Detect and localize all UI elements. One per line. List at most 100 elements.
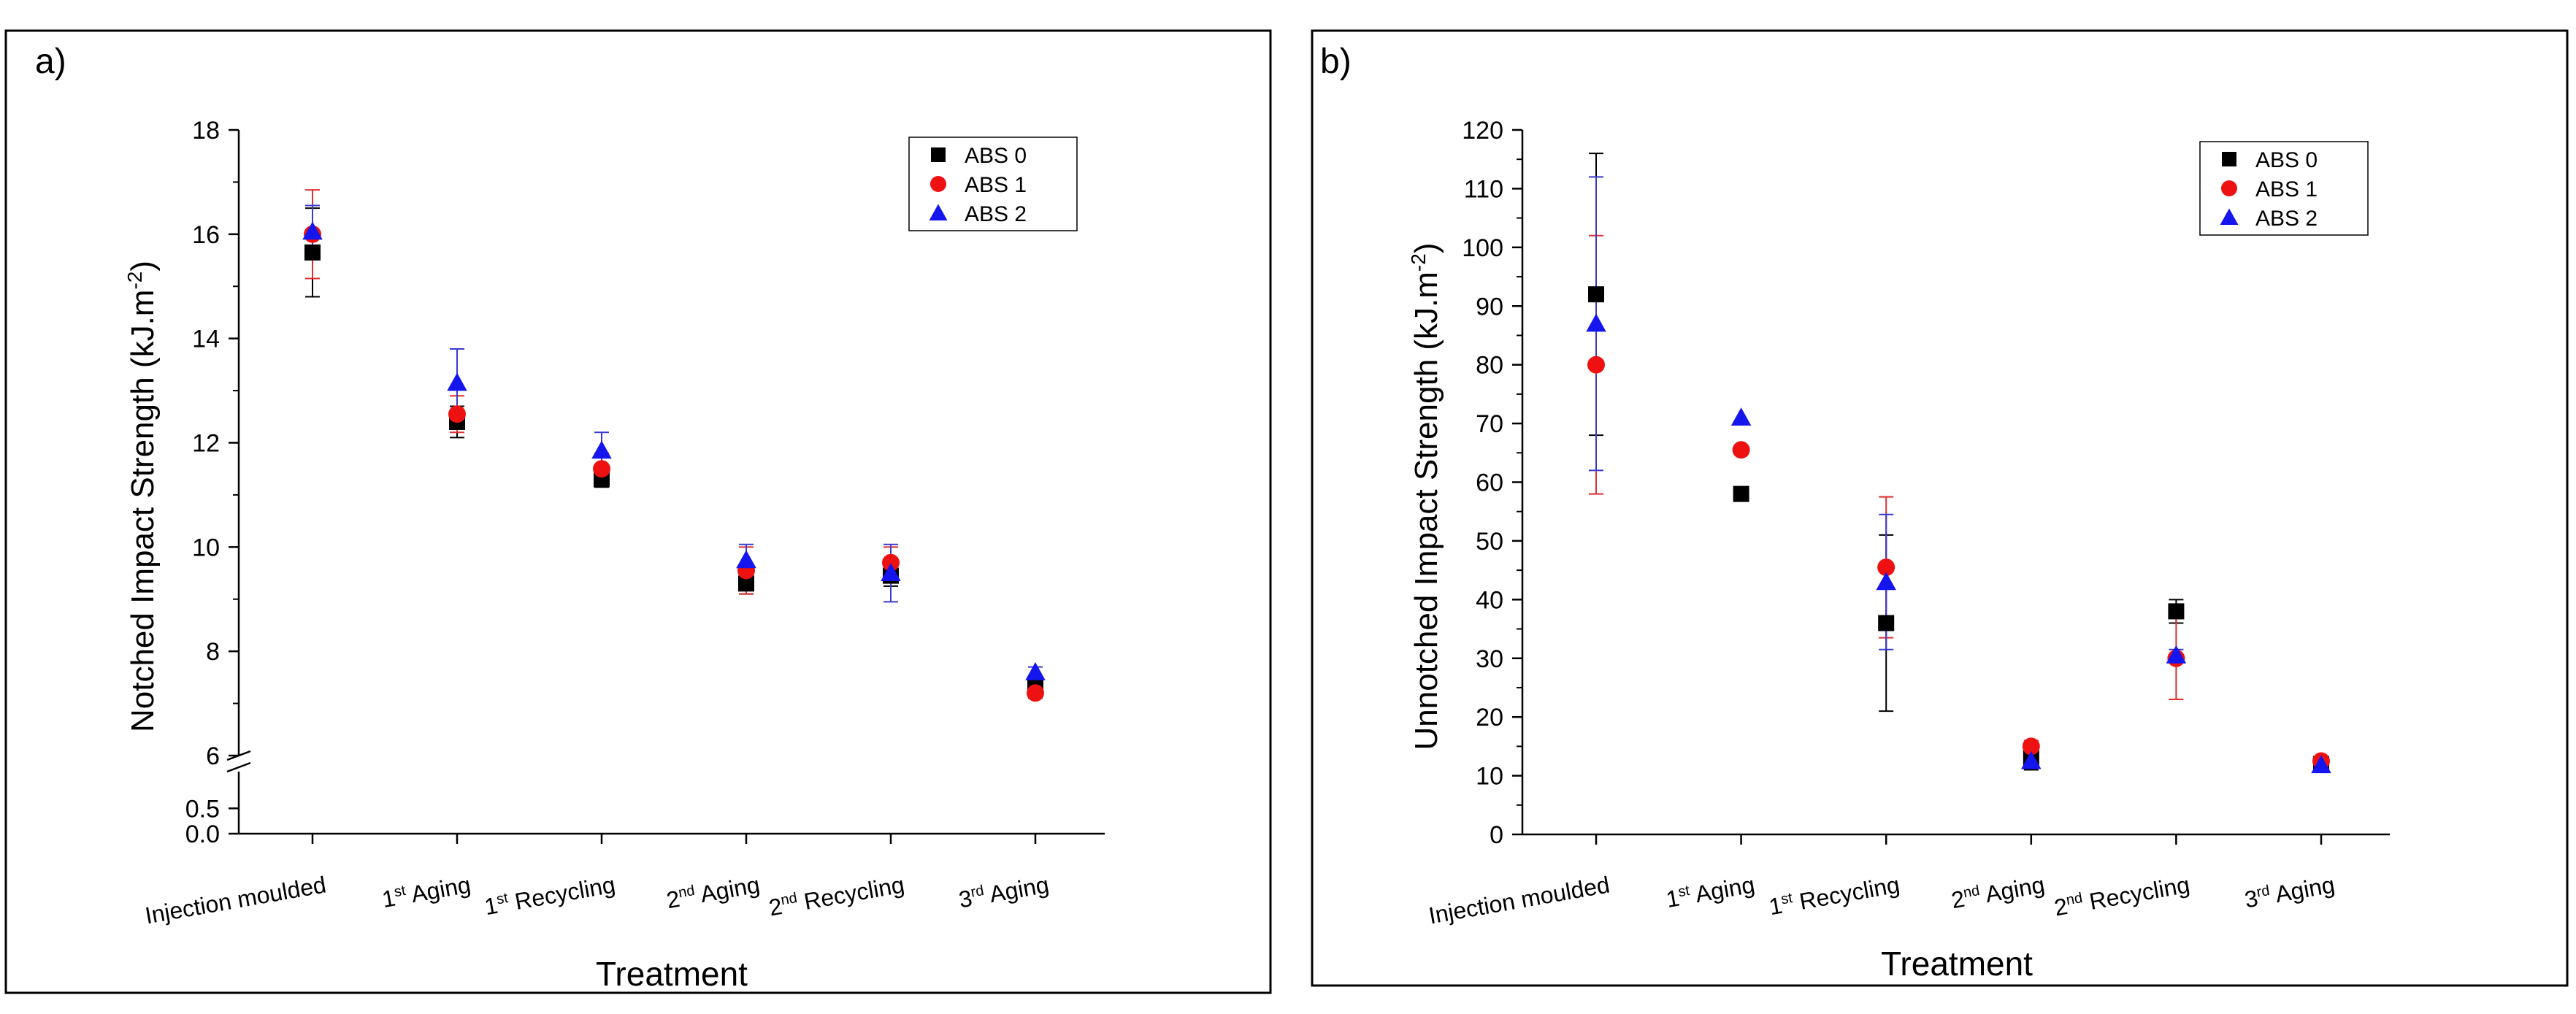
panel-a-x-tick-label: 2nd Recycling xyxy=(767,871,906,921)
panel-b-data-point xyxy=(2311,755,2331,774)
panel-a-x-tick-tail: Aging xyxy=(404,871,472,908)
panel-b-data-point xyxy=(2166,645,2187,664)
panel-a-data-point xyxy=(304,244,321,261)
panel-a-y-tick-label: 6 xyxy=(206,742,220,770)
panel-b-data-point xyxy=(1730,407,1752,426)
panel-a-legend-marker xyxy=(930,176,946,192)
panel-a-x-tick-label: Injection moulded xyxy=(143,871,328,929)
panel-b-y-tick-label: 10 xyxy=(1476,763,1503,791)
panel-b-data-point xyxy=(1876,572,1896,591)
panel-a-y-tick-label: 0.5 xyxy=(185,795,220,823)
panel-b-x-tick-label: 2nd Aging xyxy=(1950,871,2047,913)
panel-b-label: b) xyxy=(1320,42,1352,81)
panel-b-legend-marker xyxy=(2222,152,2236,166)
panel-b-x-tick-sup: nd xyxy=(1962,883,1981,902)
panel-b-data-point xyxy=(2168,603,2185,620)
panel-a-x-tick-base: 3 xyxy=(957,885,974,913)
panel-b-x-tick-base: Injection moulded xyxy=(1427,871,1611,929)
panel-b-y-tick-label: 30 xyxy=(1476,645,1503,673)
panel-b-plot: 0 10 20 30 40 50 60 70 80 90 100 110 120 Injection mo… xyxy=(1427,117,2390,929)
panel-b-x-tick-label: Injection moulded xyxy=(1427,871,1611,929)
panel-a-data-point xyxy=(447,372,467,391)
panel-b-y-tick-label: 120 xyxy=(1462,117,1503,145)
panel-a-y-tick-label: 0.0 xyxy=(185,821,220,848)
panel-a-y-axis-title: Notched Impact Strength (kJ.m-2) xyxy=(123,261,161,732)
panel-b-x-tick-base: 3 xyxy=(2242,885,2260,913)
panel-a-y-tick-label: 16 xyxy=(192,221,220,249)
panel-b-y-tick-label: 60 xyxy=(1476,469,1503,497)
panel-a-frame xyxy=(4,29,1272,994)
panel-b-legend-marker xyxy=(2221,180,2237,196)
panel-b-x-tick-label: 3rd Aging xyxy=(2242,871,2337,913)
panel-a-data-point xyxy=(881,563,901,582)
panel-b-data-point xyxy=(1878,615,1895,631)
panel-a-x-tick-label: 2nd Aging xyxy=(664,871,762,913)
panel-a-data-point xyxy=(882,553,900,572)
panel-a-y-tick-label: 12 xyxy=(192,430,220,458)
panel-a-x-tick-sup: nd xyxy=(677,883,696,902)
panel-b-x-tick-base: 2 xyxy=(2052,893,2070,921)
panel-a-y-tick-label: 14 xyxy=(192,326,220,353)
panel-a-x-tick-tail: Aging xyxy=(982,871,1051,908)
panel-b-data-point xyxy=(1732,441,1750,459)
panel-a-x-tick-base: Injection moulded xyxy=(143,871,328,929)
panel-a-x-tick-base: 1 xyxy=(380,885,397,913)
panel-a-data-point xyxy=(1027,684,1044,702)
panel-b-x-tick-sup: st xyxy=(1677,883,1692,900)
panel-b-data-point xyxy=(2022,737,2040,756)
panel-a-x-axis-title: Treatment xyxy=(596,955,748,993)
panel-b-x-tick-base: 1 xyxy=(1664,885,1682,913)
panel-a-data-point xyxy=(302,221,323,240)
panel-b-x-tick-sup: nd xyxy=(2065,890,2084,909)
panel-a-x-tick-base: 2 xyxy=(767,893,784,921)
panel-a-y-tick-label: 18 xyxy=(192,117,220,145)
panel-a-x-tick-sup: nd xyxy=(780,890,799,909)
panel-a-x-tick-tail: Recycling xyxy=(507,871,618,915)
panel-a-legend-marker xyxy=(929,204,948,220)
panel-a-x-tick-tail: Aging xyxy=(693,871,762,908)
panel-b-data-point xyxy=(1733,485,1749,502)
panel-b-x-tick-label: 1st Recycling xyxy=(1767,871,1901,920)
panel-b-y-tick-label: 100 xyxy=(1462,234,1503,262)
panel-a-legend-label: ABS 0 xyxy=(965,144,1027,168)
panel-a-legend-label: ABS 1 xyxy=(965,173,1027,197)
panel-a-y-tick-label: 10 xyxy=(192,534,220,561)
panel-a-x-tick-sup: st xyxy=(495,890,510,907)
panel-b-ylabel-close: ) xyxy=(1408,243,1444,254)
panel-b-x-tick-sup: rd xyxy=(2255,883,2271,901)
panel-a-x-tick-label: 3rd Aging xyxy=(957,871,1051,913)
panel-b-legend: ABS 0 ABS 1 ABS 2 xyxy=(2199,141,2369,236)
panel-b-ylabel-sup: -2 xyxy=(1407,253,1430,272)
panel-b-legend-marker xyxy=(2220,208,2239,225)
panel-a-data-point xyxy=(593,460,610,478)
panel-b-y-tick-label: 0 xyxy=(1490,821,1503,849)
panel-b-x-tick-tail: Aging xyxy=(1688,871,1757,908)
panel-a-label: a) xyxy=(35,42,66,81)
panel-a-data-point xyxy=(736,550,756,569)
panel-b-x-tick-tail: Aging xyxy=(2268,871,2337,908)
panel-b-y-tick-label: 110 xyxy=(1464,175,1503,203)
panel-a-legend-marker xyxy=(931,147,946,162)
panel-b-ylabel-main: Unnotched Impact Strength (kJ.m xyxy=(1408,272,1444,750)
panel-b-legend-label: ABS 2 xyxy=(2255,207,2318,231)
panel-a-data-point xyxy=(591,440,612,459)
panel-b-x-tick-label: 1st Aging xyxy=(1664,871,1757,913)
panel-a-x-tick-tail: Recycling xyxy=(796,871,907,915)
panel-b-data-point xyxy=(1587,356,1605,374)
panel-a-x-tick-sup: st xyxy=(393,883,407,900)
panel-b-legend-label: ABS 0 xyxy=(2255,148,2318,172)
panel-b-y-axis-title: Unnotched Impact Strength (kJ.m-2) xyxy=(1407,243,1444,750)
panel-b-x-tick-tail: Recycling xyxy=(1791,871,1902,915)
panel-b-y-tick-label: 80 xyxy=(1476,352,1503,380)
panel-a-x-tick-label: 1st Aging xyxy=(380,871,472,913)
panel-b-x-tick-sup: st xyxy=(1779,890,1794,907)
panel-b-x-tick-base: 2 xyxy=(1950,886,1967,914)
panel-b-x-tick-tail: Recycling xyxy=(2081,871,2192,915)
panel-b-legend-label: ABS 1 xyxy=(2255,177,2318,201)
panel-a-data-point xyxy=(448,405,466,423)
panel-a-ylabel-sup: -2 xyxy=(123,272,146,290)
